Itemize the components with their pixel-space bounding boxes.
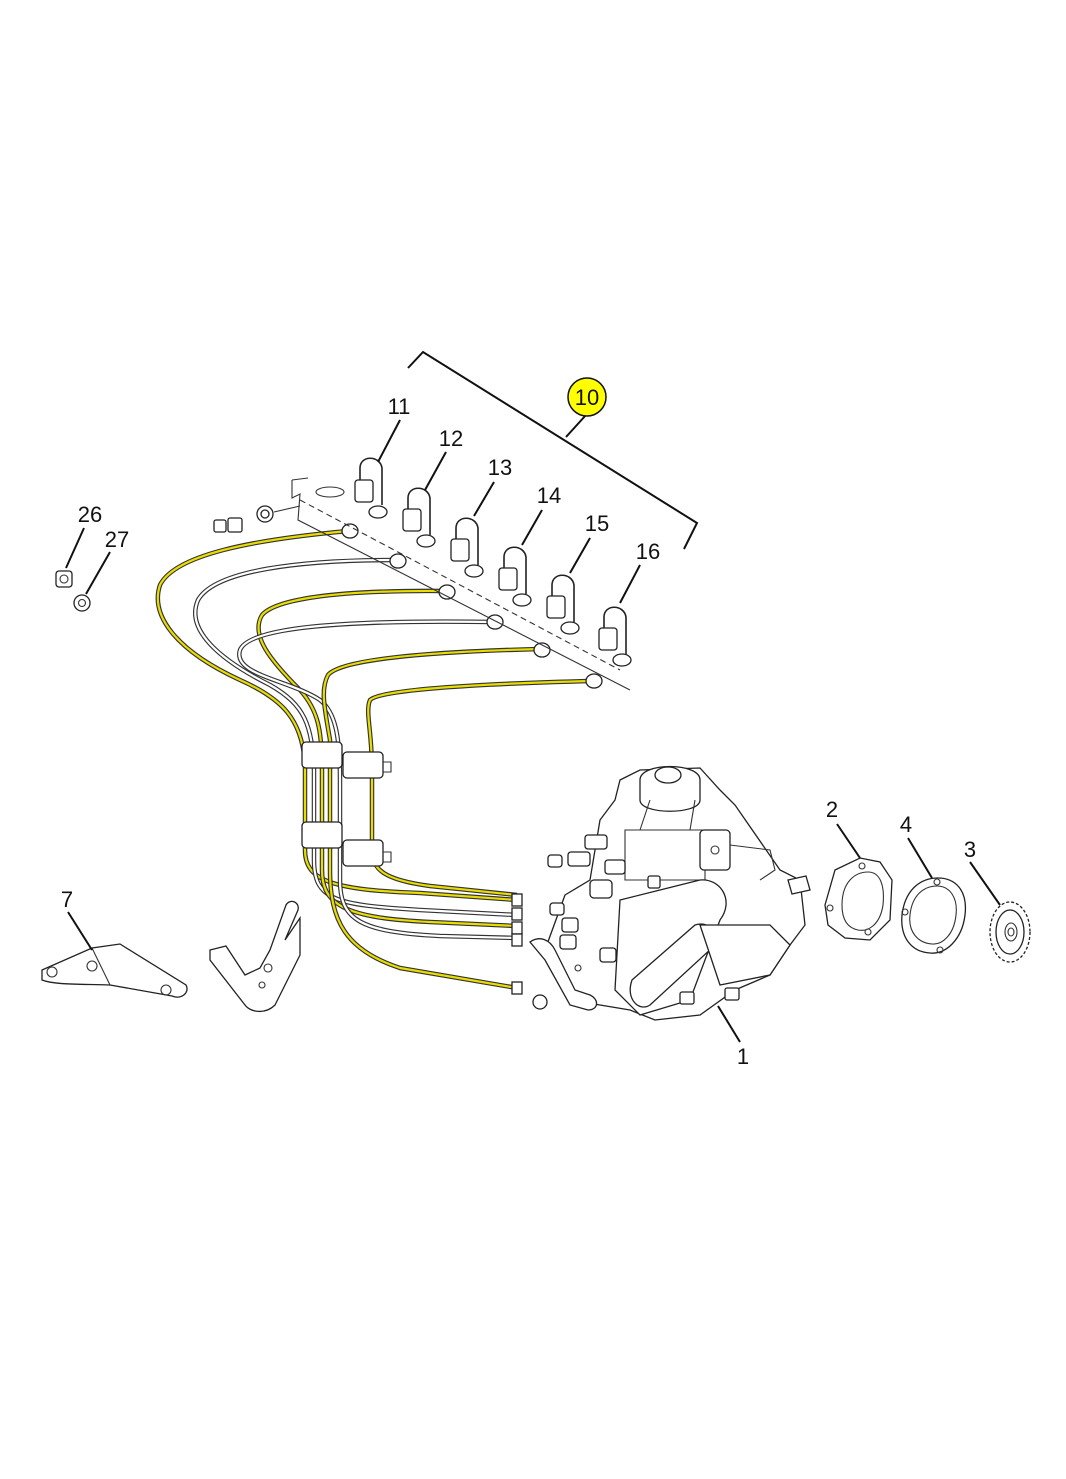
callout-10[interactable]: 10 [575, 385, 599, 410]
pipe-end-nuts [341, 523, 603, 689]
callout-15[interactable]: 15 [585, 511, 609, 536]
washer-27 [73, 594, 91, 612]
pipe-5 [322, 647, 541, 990]
callout-2[interactable]: 2 [826, 797, 838, 822]
injection-pump [529, 765, 811, 1021]
callout-3[interactable]: 3 [964, 837, 976, 862]
gasket-4 [901, 877, 967, 954]
fuel-rail [291, 457, 632, 691]
callout-26[interactable]: 26 [78, 502, 102, 527]
pipe-clamps [301, 741, 392, 867]
plate-2 [824, 857, 893, 941]
bracket-7 [41, 943, 188, 998]
callout-13[interactable]: 13 [488, 455, 512, 480]
injection-pipes [155, 523, 603, 995]
rail-fittings [368, 505, 632, 667]
leader-lines [65, 419, 1001, 1043]
callout-labels: 10 11 12 13 14 15 16 26 27 7 2 4 3 1 [61, 385, 976, 1069]
nut-26 [55, 570, 73, 588]
callout-4[interactable]: 4 [900, 812, 912, 837]
callout-10-highlight [567, 377, 607, 417]
callout-12[interactable]: 12 [439, 426, 463, 451]
injector-loops [359, 457, 627, 654]
group-bracket [407, 350, 699, 550]
pipe-4 [238, 620, 518, 940]
callout-27[interactable]: 27 [105, 527, 129, 552]
gear-3 [989, 901, 1031, 963]
callout-1[interactable]: 1 [737, 1044, 749, 1069]
injector-bodies [354, 479, 618, 651]
pump-side-nuts [511, 893, 523, 995]
pipe-6 [367, 679, 593, 897]
bleed-screw-assembly [213, 486, 345, 533]
throttle-bracket [209, 900, 301, 1013]
callout-14[interactable]: 14 [537, 483, 561, 508]
callout-7[interactable]: 7 [61, 887, 73, 912]
callout-16[interactable]: 16 [636, 539, 660, 564]
callout-11[interactable]: 11 [388, 394, 411, 419]
